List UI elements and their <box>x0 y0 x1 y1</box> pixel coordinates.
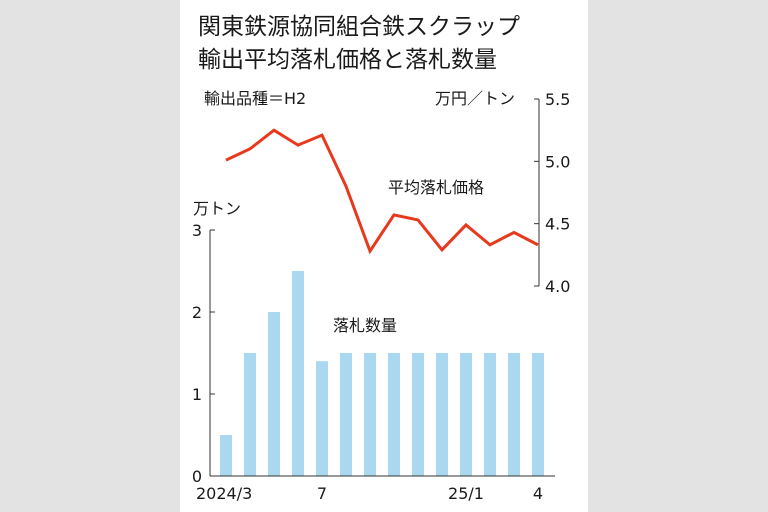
price-series-label: 平均落札価格 <box>388 178 484 197</box>
quantity-bar-1 <box>244 353 256 476</box>
quantity-bar-0 <box>220 435 232 476</box>
quantity-bar-7 <box>388 353 400 476</box>
quantity-tick-label-3: 3 <box>192 221 202 240</box>
quantity-bar-12 <box>508 353 520 476</box>
quantity-bar-3 <box>292 271 304 476</box>
price-axis-unit: 万円／トン <box>435 89 515 108</box>
chart-title-line-2: 輸出平均落札価格と落札数量 <box>198 47 497 73</box>
price-tick-label-3: 5.5 <box>545 90 570 109</box>
price-tick-label-2: 5.0 <box>545 152 570 171</box>
quantity-tick-label-0: 0 <box>192 467 202 486</box>
quantity-bar-8 <box>412 353 424 476</box>
quantity-bar-9 <box>436 353 448 476</box>
quantity-bar-11 <box>484 353 496 476</box>
x-tick-label-0: 2024/3 <box>196 484 252 503</box>
x-tick-label-1: 7 <box>317 484 327 503</box>
quantity-bar-2 <box>268 312 280 476</box>
x-tick-label-3: 4 <box>533 484 543 503</box>
quantity-bars <box>220 271 544 476</box>
chart-svg: 関東鉄源協同組合鉄スクラップ 輸出平均落札価格と落札数量 輸出品種＝H2 万円／… <box>192 14 571 503</box>
price-line <box>225 128 539 255</box>
quantity-bar-6 <box>364 353 376 476</box>
x-tick-label-2: 25/1 <box>448 484 484 503</box>
quantity-bar-5 <box>340 353 352 476</box>
price-tick-label-0: 4.0 <box>545 277 570 296</box>
quantity-bar-13 <box>532 353 544 476</box>
quantity-axis-unit: 万トン <box>193 199 241 218</box>
price-line-group <box>225 128 539 255</box>
quantity-tick-label-2: 2 <box>192 303 202 322</box>
chart-title-line-1: 関東鉄源協同組合鉄スクラップ <box>198 14 520 40</box>
grade-note: 輸出品種＝H2 <box>204 89 306 108</box>
quantity-series-label: 落札数量 <box>333 316 397 335</box>
quantity-tick-label-1: 1 <box>192 385 202 404</box>
quantity-bar-4 <box>316 361 328 476</box>
price-tick-label-1: 4.5 <box>545 215 570 234</box>
axes: 0 1 2 3 4.0 4.5 5.0 5.5 2024/3 7 25/1 4 <box>192 90 571 503</box>
chart-card: 関東鉄源協同組合鉄スクラップ 輸出平均落札価格と落札数量 輸出品種＝H2 万円／… <box>180 0 588 512</box>
quantity-bar-10 <box>460 353 472 476</box>
